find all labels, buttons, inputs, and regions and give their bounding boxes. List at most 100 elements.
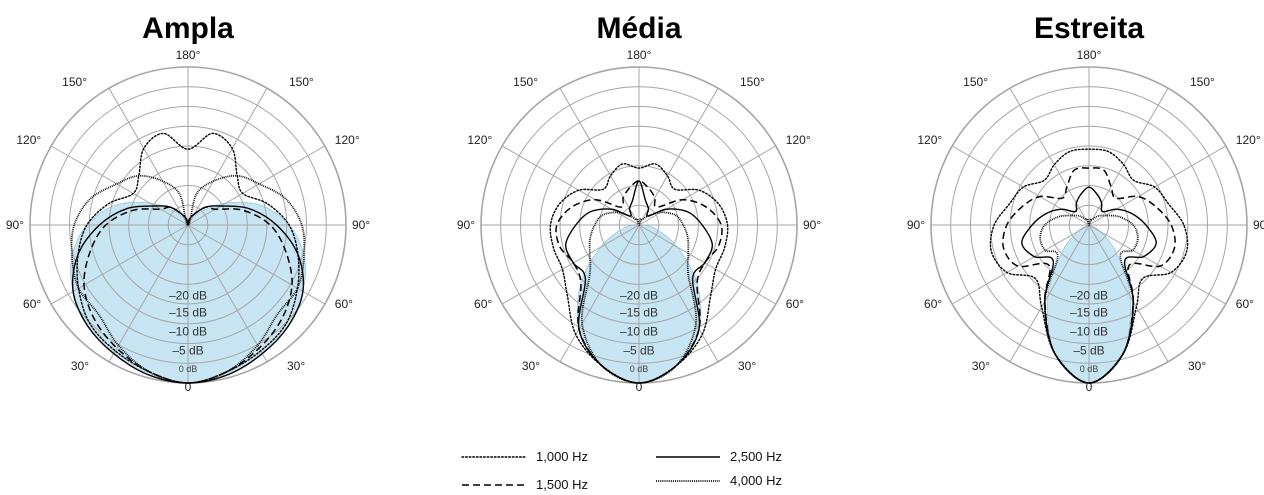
grid-spoke [1088, 145, 1227, 226]
series-line-dashed [1002, 167, 1176, 384]
angle-label: 30° [1188, 359, 1206, 373]
grid-spoke [108, 87, 189, 226]
legend-item: 1,500 Hz [462, 477, 588, 492]
grid-spoke [1009, 224, 1090, 363]
angle-label: 180° [627, 48, 652, 62]
chart-title: Estreita [1034, 12, 1144, 45]
series-line-solid [564, 180, 714, 384]
db-ring-label: –20 dB [620, 288, 658, 302]
db-ring-label: –15 dB [1070, 306, 1108, 320]
polar-chart-3: Estreita 180° 150° 150° 120° 120° 90° 90° 60° 60°… [907, 12, 1264, 394]
angle-label: 60° [23, 297, 41, 311]
angle-label: 30° [287, 359, 305, 373]
polar-charts: Ampla 180° 150° 150° 120° 120° 90° 90° 60° 60° 30°… [6, 12, 1264, 394]
db-ring-label: –5 dB [1073, 344, 1104, 358]
angle-label: 150° [62, 75, 87, 89]
db-ring-label: –20 dB [1070, 288, 1108, 302]
db-ring-label: 0 dB [1080, 364, 1099, 374]
angle-label: 180° [1077, 48, 1102, 62]
legend: 1,000 Hz 1,500 Hz 2,500 Hz 4,000 Hz [461, 449, 782, 492]
angle-label: 150° [513, 75, 538, 89]
db-ring-label: 0 dB [179, 364, 198, 374]
chart-title: Média [596, 12, 681, 45]
angle-label: 0 [185, 380, 192, 394]
angle-label: 120° [16, 133, 41, 147]
angle-label: 120° [1236, 133, 1261, 147]
db-ring-label: –20 dB [169, 288, 207, 302]
grid-spoke [951, 145, 1090, 226]
series-line-densedot [580, 211, 698, 384]
angle-label: 90° [907, 218, 925, 232]
grid-spoke [638, 224, 777, 305]
angle-label: 30° [738, 359, 756, 373]
angle-label: 150° [289, 75, 314, 89]
grid-spoke [108, 224, 189, 363]
angle-label: 0 [636, 380, 643, 394]
grid-spoke [50, 145, 189, 226]
grid-spoke [1009, 87, 1090, 226]
db-ring-label: –15 dB [169, 306, 207, 320]
grid-spoke [501, 224, 640, 305]
angle-label: 120° [786, 133, 811, 147]
angle-label: 60° [924, 297, 942, 311]
grid-spoke [187, 145, 326, 226]
angle-label: 30° [71, 359, 89, 373]
angle-label: 90° [1253, 218, 1264, 232]
legend-item: 4,000 Hz [656, 473, 782, 488]
db-ring-label: –10 dB [1070, 325, 1108, 339]
db-ring-label: –15 dB [620, 306, 658, 320]
chart-title: Ampla [142, 12, 234, 45]
angle-label: 60° [335, 297, 353, 311]
grid-spoke [559, 224, 640, 363]
angle-label: 90° [803, 218, 821, 232]
angle-label: 90° [6, 218, 24, 232]
series-line-densedot [1039, 214, 1139, 384]
angle-label: 90° [352, 218, 370, 232]
angle-label: 60° [1236, 297, 1254, 311]
legend-item: 2,500 Hz [656, 449, 782, 464]
series-line-dotted [989, 148, 1189, 384]
legend-label: 4,000 Hz [730, 473, 782, 488]
grid-spoke [187, 87, 268, 226]
angle-label: 180° [176, 48, 201, 62]
db-ring-label: –5 dB [623, 344, 654, 358]
angle-label: 150° [963, 75, 988, 89]
angle-label: 120° [467, 133, 492, 147]
polar-chart-2: Média 180° 150° 150° 120° 120° 90° 90° 60° 60° 30°… [457, 12, 822, 394]
angle-label: 30° [522, 359, 540, 373]
legend-item: 1,000 Hz [461, 449, 588, 464]
grid-spoke [1088, 87, 1169, 226]
db-ring-label: –5 dB [172, 344, 203, 358]
grid-spoke [559, 87, 640, 226]
grid-spoke [638, 87, 719, 226]
polar-chart-1: Ampla 180° 150° 150° 120° 120° 90° 90° 60° 60° 30°… [6, 12, 371, 394]
angle-label: 90° [457, 218, 475, 232]
angle-label: 120° [917, 133, 942, 147]
grid-spoke [187, 224, 326, 305]
db-ring-label: –10 dB [620, 325, 658, 339]
legend-label: 2,500 Hz [730, 449, 782, 464]
angle-label: 150° [740, 75, 765, 89]
angle-label: 0 [1086, 380, 1093, 394]
angle-label: 60° [474, 297, 492, 311]
db-ring-label: –10 dB [169, 325, 207, 339]
legend-label: 1,000 Hz [536, 449, 588, 464]
grid-spoke [1088, 224, 1169, 363]
angle-label: 120° [335, 133, 360, 147]
series-line-dotted [549, 163, 729, 384]
series-line-dotted [76, 132, 300, 384]
grid-spoke [638, 224, 719, 363]
angle-label: 150° [1190, 75, 1215, 89]
grid-spoke [951, 224, 1090, 305]
db-ring-label: 0 dB [630, 364, 649, 374]
angle-label: 60° [786, 297, 804, 311]
legend-label: 1,500 Hz [536, 477, 588, 492]
angle-label: 30° [972, 359, 990, 373]
series-line-solid [1021, 186, 1157, 384]
grid-spoke [50, 224, 189, 305]
grid-spoke [638, 145, 777, 226]
series-line-solid [71, 205, 305, 384]
grid-spoke [187, 224, 268, 363]
grid-spoke [1088, 224, 1227, 305]
